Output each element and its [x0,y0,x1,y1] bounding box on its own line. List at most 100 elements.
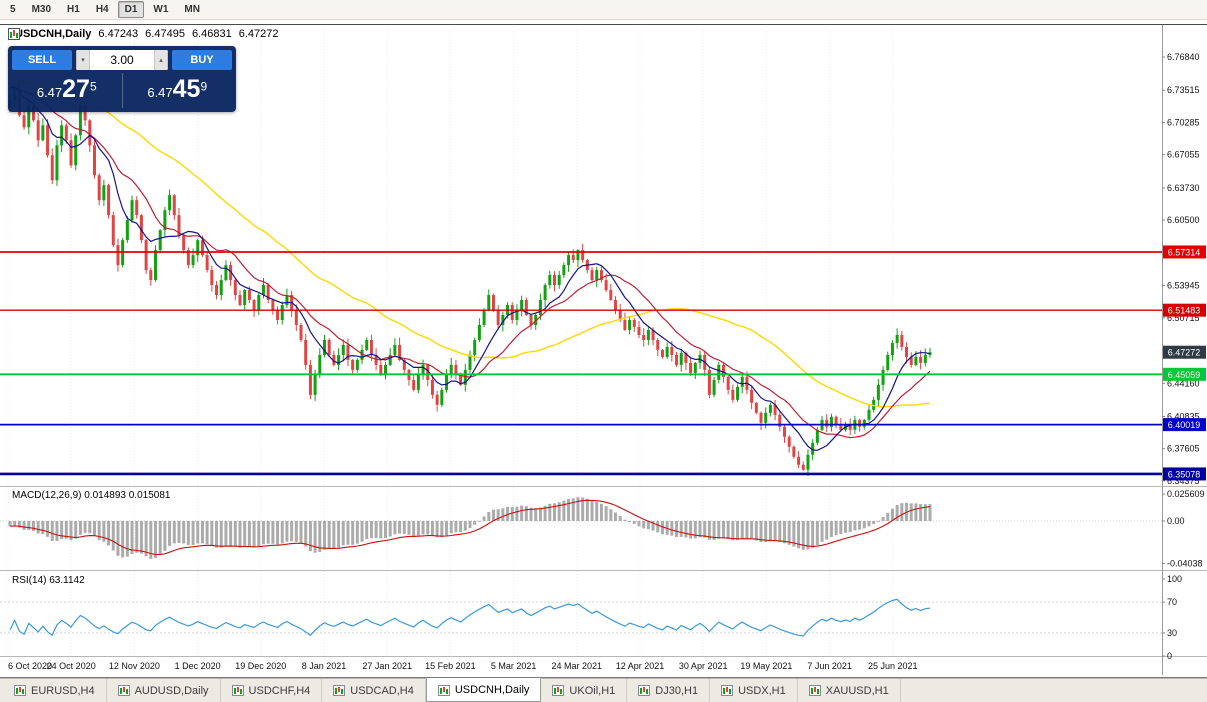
timeframe-button-h1[interactable]: H1 [67,4,80,15]
date-label: 19 May 2021 [740,661,792,671]
macd-histogram [8,497,932,559]
macd-tick: -0.04038 [1167,558,1203,568]
price-badge [1163,345,1206,359]
buy-button[interactable]: BUY [172,50,232,70]
price-tick: 6.63730 [1167,183,1200,193]
date-label: 24 Mar 2021 [552,661,603,671]
date-label: 15 Feb 2021 [425,661,476,671]
price-badge-label: 6.35078 [1168,469,1201,479]
tab-label: USDCAD,H4 [350,684,414,697]
macd-tick: 0.025609 [1167,489,1205,499]
chart-icon [437,684,450,696]
rsi-indicator-label: RSI(14) 63.1142 [10,575,87,586]
chart-tab-eurusd-h4[interactable]: EURUSD,H4 [3,679,107,702]
timeframe-button-h4[interactable]: H4 [95,4,109,15]
chart-tabs-bar: EURUSD,H4 AUDUSD,Daily USDCHF,H4 USDCAD,H4 U… [0,678,1207,702]
chart-icon [333,685,346,696]
chart-tab-usdchf-h4[interactable]: USDCHF,H4 [221,679,323,702]
timeframe-button-mn[interactable]: MN [184,4,200,15]
timeframe-button-w1[interactable]: W1 [153,4,169,15]
price-badge [1163,467,1206,481]
sell-price-pips: 27 [62,75,90,103]
lot-size-value[interactable]: 3.00 [110,53,134,67]
price-badge-label: 6.57314 [1168,247,1201,257]
price-tick: 6.73515 [1167,85,1200,95]
price-tick: 6.40835 [1167,411,1200,421]
lot-decrease-button[interactable]: ▾ [76,50,90,70]
chart-icon [721,685,734,696]
chart-tab-dj30-h1[interactable]: DJ30,H1 [627,679,711,702]
chart-tab-usdx-h1[interactable]: USDX,H1 [710,679,798,702]
tab-label: USDCHF,H4 [248,684,311,697]
sell-price-base: 6.47 [36,85,63,100]
date-label: 1 Dec 2020 [175,661,221,671]
price-badge [1163,303,1206,317]
price-tick: 6.50715 [1167,313,1200,323]
timeframe-button-m30[interactable]: M30 [31,4,52,15]
price-badge [1163,245,1206,259]
date-label: 24 Oct 2020 [47,661,96,671]
date-label: 8 Jan 2021 [302,661,347,671]
quote-close: 6.47272 [238,28,279,40]
tab-label: AUDUSD,Daily [134,684,209,697]
tab-label: USDX,H1 [738,684,786,697]
price-tick: 6.60500 [1167,215,1200,225]
date-label: 6 Oct 2020 [8,661,52,671]
lot-size-stepper[interactable]: ▾ 3.00 ▴ [76,50,168,70]
price-badge-label: 6.45059 [1168,370,1201,380]
macd-indicator-label: MACD(12,26,9) 0.014893 0.015081 [10,490,173,501]
date-label: 25 Jun 2021 [868,661,918,671]
quote-line: USDCNH,Daily 6.47243 6.47495 6.46831 6.4… [8,28,278,40]
lot-increase-button[interactable]: ▴ [154,50,168,70]
chart-window: 6 Oct 2020 24 Oct 2020 12 Nov 2020 1 Dec 20… [0,24,1207,678]
chart-icon [808,685,821,696]
buy-price-base: 6.47 [147,85,173,100]
price-tick: 6.67055 [1167,150,1200,160]
timeframe-toolbar: 5 M30 H1 H4 D1 W1 MN [0,0,1207,20]
price-badge [1163,367,1206,381]
sell-price[interactable]: 6.47275 [12,73,122,108]
chart-tab-usdcad-h4[interactable]: USDCAD,H4 [322,679,426,702]
trade-prices-row: 6.47275 6.47459 [12,73,232,108]
buy-price[interactable]: 6.47459 [121,73,233,108]
price-tick: 6.53945 [1167,281,1200,291]
macd-tick: 0.00 [1167,516,1185,526]
chart-icon [552,685,565,696]
chart-tab-ukoil-h1[interactable]: UKOil,H1 [541,679,628,702]
tab-label: EURUSD,H4 [31,684,95,697]
price-badge-label: 6.47272 [1168,348,1201,358]
date-label: 27 Jan 2021 [362,661,412,671]
quote-symbol: USDCNH,Daily [15,28,92,40]
tab-label: USDCNH,Daily [454,684,530,696]
timeframe-button-5[interactable]: 5 [10,4,16,15]
price-badge [1163,418,1206,432]
buy-price-point: 9 [200,79,208,94]
rsi-tick: 100 [1167,574,1182,584]
candlesticks [8,81,932,476]
one-click-trading-panel: SELL ▾ 3.00 ▴ BUY 6.47275 6.47459 [8,46,236,112]
sell-button[interactable]: SELL [12,50,72,70]
date-label: 19 Dec 2020 [235,661,286,671]
chart-icon [231,685,244,696]
chart-icon [14,685,26,696]
date-label: 7 Jun 2021 [807,661,852,671]
chart-tab-xauusd-h1[interactable]: XAUUSD,H1 [798,679,901,702]
chart-icon [638,685,651,696]
date-label: 5 Mar 2021 [491,661,537,671]
price-tick: 6.37605 [1167,444,1200,454]
tab-label: UKOil,H1 [569,684,616,697]
tab-label: DJ30,H1 [655,684,699,697]
rsi-tick: 30 [1167,628,1177,638]
date-label: 30 Apr 2021 [679,661,728,671]
sell-price-point: 5 [89,79,97,94]
price-badge-label: 6.51483 [1168,306,1201,316]
price-tick: 6.76840 [1167,52,1200,62]
date-label: 12 Apr 2021 [616,661,665,671]
trade-buttons-row: SELL ▾ 3.00 ▴ BUY [12,50,232,70]
timeframe-button-d1[interactable]: D1 [117,1,145,18]
chart-tab-audusd-daily[interactable]: AUDUSD,Daily [107,679,221,702]
rsi-tick: 0 [1167,651,1172,661]
chart-tab-usdcnh-daily[interactable]: USDCNH,Daily [425,678,542,702]
